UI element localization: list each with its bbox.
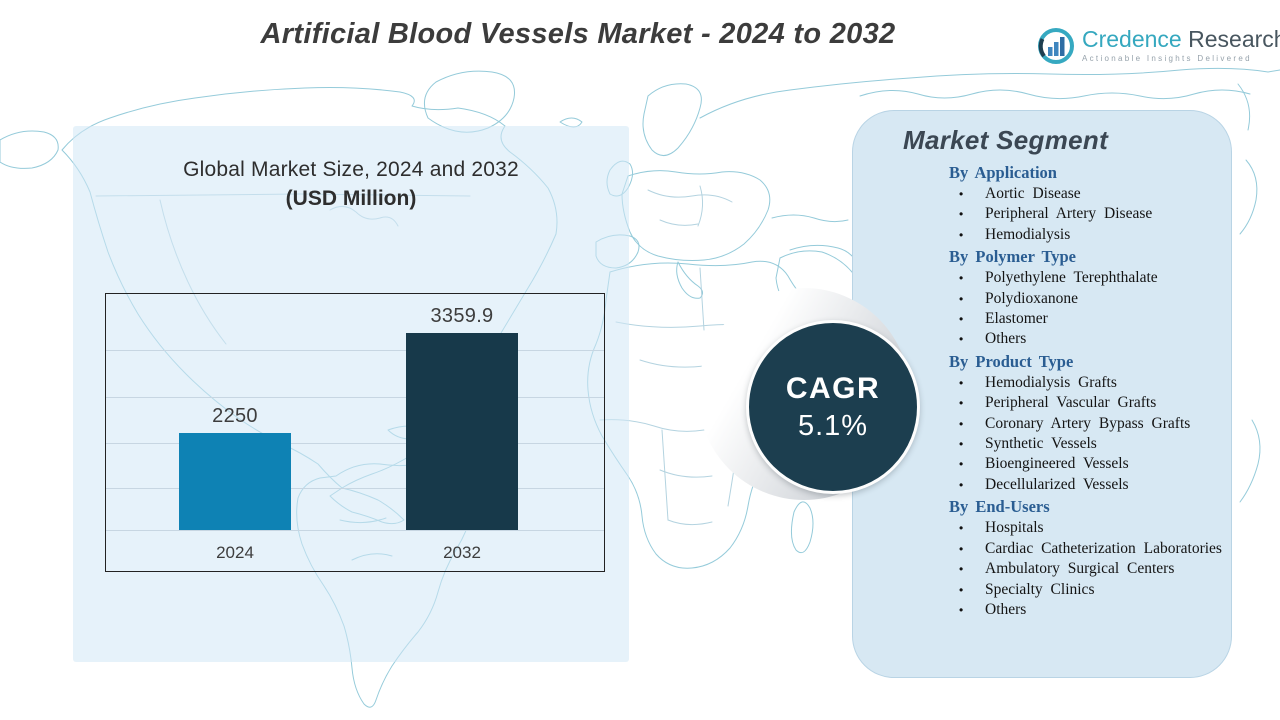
chart-gridline — [106, 397, 604, 398]
segment-item-label: Polydioxanone — [985, 289, 1078, 307]
segment-item: • Peripheral Vascular Grafts — [949, 393, 1231, 413]
x-axis-label-2024: 2024 — [216, 543, 254, 562]
segment-item: • Others — [949, 329, 1231, 349]
segment-item-label: Aortic Disease — [985, 185, 1081, 202]
bullet-icon: • — [959, 521, 964, 536]
segment-item-label: Hemodialysis Grafts — [985, 373, 1117, 391]
segment-item-label: Synthetic Vessels — [985, 435, 1097, 453]
segment-item-label: Peripheral Vascular Grafts — [985, 394, 1157, 412]
bullet-icon: • — [959, 312, 964, 327]
market-segment-title: Market Segment — [903, 125, 1109, 155]
segment-item-label: Polyethylene Terephthalate — [985, 269, 1158, 287]
bullet-icon: • — [959, 562, 964, 577]
bullet-icon: • — [959, 187, 964, 201]
segment-item-label: Hemodialysis — [985, 225, 1071, 243]
segment-item-label: Bioengineered Vessels — [985, 455, 1129, 473]
segment-item: • Polyethylene Terephthalate — [949, 268, 1231, 288]
chart-gridline — [106, 350, 604, 351]
bullet-icon: • — [959, 332, 964, 347]
chart-title: Global Market Size, 2024 and 2032 (USD M… — [73, 158, 629, 211]
bullet-icon: • — [959, 541, 964, 556]
brand-tagline: Actionable Insights Delivered — [1082, 54, 1252, 63]
segment-item: • Cardiac Catheterization Laboratories — [949, 539, 1231, 559]
bullet-icon: • — [959, 416, 964, 431]
chart-title-line1: Global Market Size, 2024 and 2032 — [183, 158, 519, 181]
segment-sections: By Application • Aortic Disease • Peripheral… — [949, 162, 1231, 620]
segment-item: • Synthetic Vessels — [949, 434, 1231, 454]
segment-item: • Aortic Disease — [949, 184, 1231, 204]
bar-value-label: 2250 — [212, 405, 258, 427]
bullet-icon: • — [959, 582, 964, 597]
brand-name-primary: Credence — [1082, 26, 1182, 52]
bar-group-2024: 2250 — [179, 405, 291, 530]
bar-chart-logo-icon — [1038, 28, 1074, 64]
segment-item-label: Coronary Artery Bypass Grafts — [985, 414, 1191, 432]
bullet-icon: • — [959, 207, 964, 222]
segment-item-label: Decellularized Vessels — [985, 475, 1129, 493]
segment-item-label: Others — [985, 600, 1027, 618]
chart-gridline — [106, 443, 604, 444]
segment-item: • Bioengineered Vessels — [949, 454, 1231, 474]
segment-item: • Hemodialysis — [949, 225, 1231, 245]
segment-item: • Elastomer — [949, 309, 1231, 329]
segment-header-0: By Application — [949, 163, 1057, 182]
segment-item: • Hemodialysis Grafts — [949, 373, 1231, 393]
segment-header-2: By Product Type — [949, 351, 1074, 371]
segment-item: • Polydioxanone — [949, 289, 1231, 309]
market-segment-panel: Market Segment By Application • Aortic Dis… — [852, 110, 1232, 678]
chart-gridline — [106, 530, 604, 531]
x-axis-label-2032: 2032 — [443, 543, 481, 562]
segment-item: • Others — [949, 600, 1231, 620]
segment-item: • Decellularized Vessels — [949, 475, 1231, 495]
chart-backdrop-panel — [73, 126, 629, 662]
bullet-icon: • — [959, 396, 964, 411]
bullet-icon: • — [959, 602, 964, 617]
segment-item-label: Others — [985, 330, 1027, 348]
segment-item-label: Cardiac Catheterization Laboratories — [985, 539, 1222, 557]
bullet-icon: • — [959, 291, 964, 306]
segment-header-3: By End-Users — [949, 497, 1050, 517]
segment-item-label: Elastomer — [985, 310, 1048, 328]
brand-name-secondary: Research — [1188, 26, 1280, 52]
bullet-icon: • — [959, 437, 964, 452]
bar-value-label: 3359.9 — [430, 305, 494, 327]
chart-gridline — [106, 488, 604, 489]
brand-text: Credence Research Actionable Insights De… — [1082, 26, 1280, 63]
bullet-icon: • — [959, 375, 964, 390]
bullet-icon: • — [959, 227, 964, 242]
cagr-badge: CAGR 5.1% — [746, 320, 920, 494]
bar — [406, 333, 518, 530]
page-title: Artificial Blood Vessels Market - 2024 t… — [260, 18, 896, 50]
segment-item-label: Peripheral Artery Disease — [985, 205, 1153, 223]
bar-chart: 2250 3359.9 2024 2032 — [105, 293, 605, 572]
segment-item: • Ambulatory Surgical Centers — [949, 559, 1231, 579]
segment-item: • Hospitals — [949, 518, 1231, 538]
chart-title-line2: (USD Million) — [285, 187, 417, 210]
cagr-label: CAGR — [785, 371, 881, 405]
segment-item: • Specialty Clinics — [949, 580, 1231, 600]
cagr-value: 5.1% — [797, 409, 869, 442]
brand-name: Credence Research — [1082, 26, 1280, 52]
segment-item-label: Ambulatory Surgical Centers — [985, 560, 1175, 578]
segment-item-label: Specialty Clinics — [985, 580, 1095, 598]
bullet-icon: • — [959, 477, 964, 492]
bar — [179, 433, 291, 530]
segment-item: • Coronary Artery Bypass Grafts — [949, 414, 1231, 434]
segment-item: • Peripheral Artery Disease — [949, 204, 1231, 224]
bullet-icon: • — [959, 457, 964, 472]
segment-header-1: By Polymer Type — [949, 247, 1076, 267]
brand-logo: Credence Research Actionable Insights De… — [1036, 26, 1280, 66]
bar-group-2032: 3359.9 — [406, 305, 518, 530]
bullet-icon: • — [959, 271, 964, 286]
segment-item-label: Hospitals — [985, 519, 1044, 537]
